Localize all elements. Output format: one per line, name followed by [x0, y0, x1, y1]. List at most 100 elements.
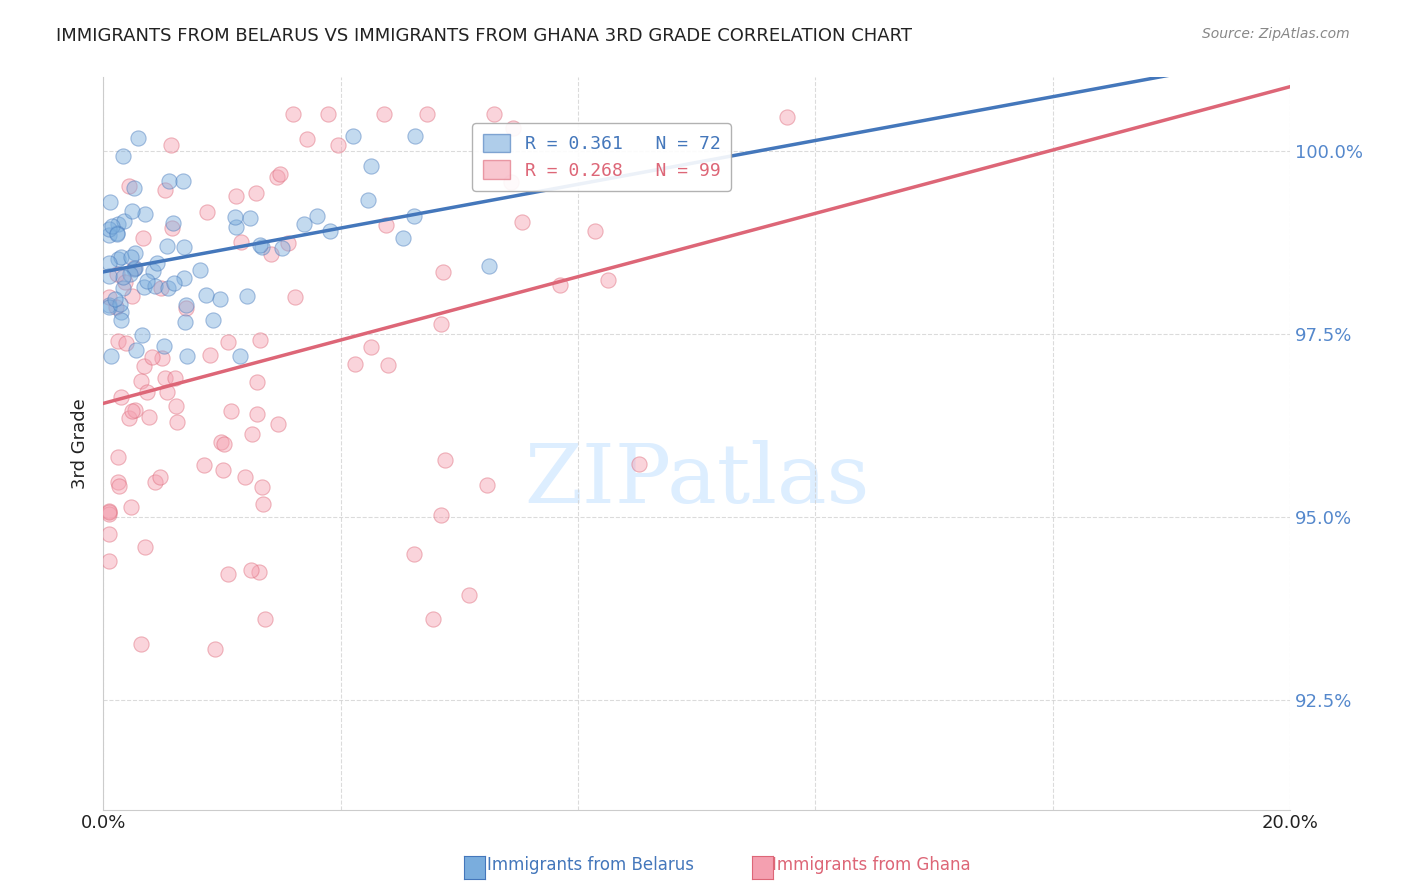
Point — [188, 263, 211, 277]
Point — [246, 407, 269, 421]
Point — [172, 174, 194, 188]
Point — [219, 403, 242, 417]
Point — [429, 508, 451, 522]
Point — [596, 273, 619, 287]
Point — [134, 541, 156, 555]
Point — [101, 219, 124, 233]
Point — [160, 137, 183, 152]
Point — [98, 504, 121, 518]
Point — [176, 349, 198, 363]
Point — [98, 554, 121, 568]
Point — [134, 359, 156, 373]
Point — [111, 281, 134, 295]
Point — [174, 315, 197, 329]
Point — [112, 213, 135, 227]
Point — [129, 374, 152, 388]
Point — [156, 239, 179, 253]
Point — [478, 259, 501, 273]
Text: ZIPatlas: ZIPatlas — [524, 440, 869, 520]
Point — [316, 107, 339, 121]
Point — [422, 612, 444, 626]
Point — [249, 333, 271, 347]
Point — [121, 204, 143, 219]
Point — [98, 290, 121, 304]
Point — [260, 246, 283, 260]
Point — [225, 220, 247, 235]
Point — [98, 227, 121, 242]
Point — [165, 371, 187, 385]
Point — [136, 384, 159, 399]
Point — [105, 226, 128, 240]
Legend: R = 0.361   N = 72, R = 0.268   N = 99: R = 0.361 N = 72, R = 0.268 N = 99 — [472, 123, 731, 191]
Point — [284, 290, 307, 304]
Point — [165, 400, 187, 414]
Point — [434, 453, 457, 467]
Point — [142, 263, 165, 277]
Point — [107, 252, 129, 266]
Point — [162, 276, 184, 290]
Point — [404, 547, 426, 561]
Point — [267, 417, 290, 432]
Point — [277, 236, 299, 251]
Point — [98, 301, 121, 315]
Point — [131, 328, 153, 343]
Point — [153, 339, 176, 353]
Point — [149, 281, 172, 295]
Point — [225, 189, 247, 203]
Point — [416, 107, 439, 121]
Point — [108, 297, 131, 311]
Point — [110, 391, 132, 405]
Point — [510, 215, 533, 229]
Point — [134, 207, 156, 221]
Point — [124, 246, 146, 260]
Point — [392, 231, 415, 245]
Point — [105, 227, 128, 242]
Text: Immigrants from Belarus: Immigrants from Belarus — [486, 856, 695, 874]
Point — [253, 612, 276, 626]
Point — [121, 403, 143, 417]
Point — [98, 256, 121, 270]
Point — [204, 642, 226, 657]
Point — [269, 167, 291, 181]
Point — [404, 128, 426, 143]
Point — [122, 181, 145, 195]
Text: Source: ZipAtlas.com: Source: ZipAtlas.com — [1202, 27, 1350, 41]
Point — [157, 281, 180, 295]
Point — [212, 463, 235, 477]
Text: Immigrants from Ghana: Immigrants from Ghana — [772, 856, 972, 874]
Point — [122, 261, 145, 276]
Point — [360, 159, 382, 173]
Point — [98, 507, 121, 521]
Point — [195, 205, 218, 219]
Point — [271, 241, 294, 255]
Point — [198, 348, 221, 362]
Point — [98, 298, 121, 312]
Point — [246, 375, 269, 389]
Point — [249, 238, 271, 252]
Point — [162, 216, 184, 230]
Point — [143, 279, 166, 293]
Point — [122, 261, 145, 276]
Point — [209, 435, 232, 450]
Y-axis label: 3rd Grade: 3rd Grade — [72, 398, 89, 489]
Point — [108, 478, 131, 492]
Point — [174, 301, 197, 315]
Point — [628, 457, 651, 471]
Point — [98, 268, 121, 283]
Point — [110, 313, 132, 327]
Point — [118, 411, 141, 425]
Point — [107, 334, 129, 348]
Point — [229, 349, 252, 363]
Point — [429, 317, 451, 331]
Point — [342, 128, 364, 143]
Point — [374, 219, 396, 233]
Point — [98, 195, 121, 210]
Point — [457, 588, 479, 602]
Point — [160, 220, 183, 235]
Point — [104, 292, 127, 306]
Point — [250, 240, 273, 254]
Point — [107, 217, 129, 231]
Point — [209, 292, 232, 306]
Point — [252, 497, 274, 511]
Point — [548, 277, 571, 292]
